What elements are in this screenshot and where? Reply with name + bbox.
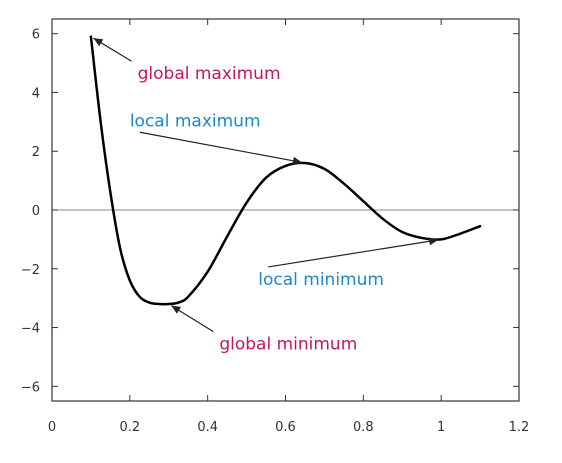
x-axis-ticks: 0 0.2 0.4 0.6 0.8 1 1.2 bbox=[48, 19, 529, 435]
y-tick-label: −4 bbox=[21, 322, 40, 337]
y-tick-label: 6 bbox=[32, 28, 40, 43]
x-tick-label: 1.2 bbox=[509, 420, 530, 435]
annotation-label: local maximum bbox=[130, 111, 261, 131]
annotation-label: local minimum bbox=[258, 270, 384, 290]
extrema-annotations: global maximum local maximum local minimum… bbox=[93, 37, 439, 355]
x-tick-label: 0.4 bbox=[197, 420, 218, 435]
y-axis-ticks: −6 −4 −2 0 2 4 6 bbox=[21, 28, 519, 395]
x-tick-label: 1 bbox=[437, 420, 445, 435]
y-tick-label: 0 bbox=[32, 204, 40, 219]
annotation-arrow bbox=[139, 131, 303, 164]
annotation-arrowhead bbox=[93, 38, 104, 47]
y-tick-label: −6 bbox=[21, 380, 40, 395]
annotation-arrowhead bbox=[171, 305, 182, 314]
x-tick-label: 0.2 bbox=[119, 420, 140, 435]
y-tick-label: −2 bbox=[21, 263, 40, 278]
y-tick-label: 2 bbox=[32, 145, 40, 160]
x-tick-label: 0.6 bbox=[275, 420, 296, 435]
x-tick-label: 0 bbox=[48, 420, 56, 435]
annotation-arrowhead bbox=[428, 237, 439, 246]
annotation-label: global minimum bbox=[219, 335, 357, 355]
function-curve bbox=[89, 35, 482, 306]
annotation-arrowhead bbox=[292, 156, 303, 165]
annotation-label: global maximum bbox=[138, 64, 281, 84]
annotation-arrow bbox=[268, 239, 439, 268]
x-tick-label: 0.8 bbox=[353, 420, 374, 435]
y-tick-label: 4 bbox=[32, 86, 40, 101]
